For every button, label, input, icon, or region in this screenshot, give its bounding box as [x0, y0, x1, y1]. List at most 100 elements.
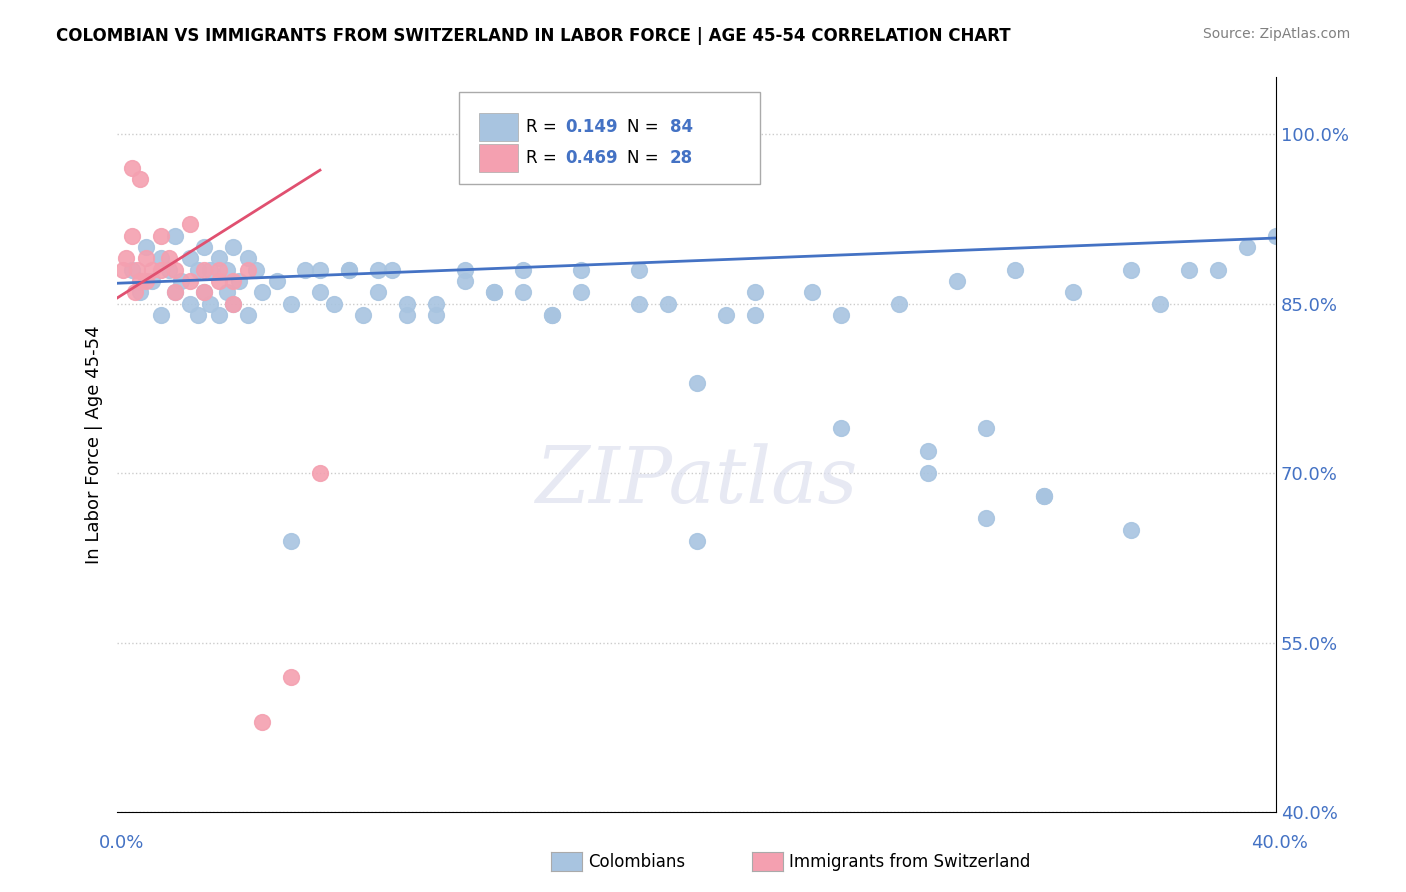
Point: [187, 262, 209, 277]
Point: [149, 252, 172, 266]
Point: [179, 252, 201, 266]
Point: [217, 285, 239, 300]
Point: [1033, 489, 1056, 503]
Point: [1206, 262, 1229, 277]
Point: [685, 376, 707, 390]
Point: [801, 285, 824, 300]
Point: [685, 534, 707, 549]
Point: [425, 296, 447, 310]
Point: [236, 308, 259, 322]
Text: N =: N =: [627, 149, 664, 168]
Point: [193, 262, 215, 277]
Point: [1265, 228, 1288, 243]
Point: [714, 308, 737, 322]
Point: [280, 296, 302, 310]
Point: [179, 274, 201, 288]
Point: [482, 285, 505, 300]
Point: [193, 240, 215, 254]
FancyBboxPatch shape: [478, 145, 519, 172]
Text: 40.0%: 40.0%: [1251, 834, 1308, 852]
Point: [149, 308, 172, 322]
Point: [198, 296, 221, 310]
Point: [207, 262, 229, 277]
Point: [309, 262, 332, 277]
Point: [744, 308, 766, 322]
Point: [207, 308, 229, 322]
Point: [889, 296, 911, 310]
Point: [1062, 285, 1084, 300]
Point: [170, 274, 193, 288]
Point: [193, 285, 215, 300]
Point: [121, 228, 143, 243]
Point: [217, 262, 239, 277]
Point: [294, 262, 316, 277]
Text: Immigrants from Switzerland: Immigrants from Switzerland: [789, 853, 1031, 871]
Point: [395, 296, 418, 310]
Point: [165, 285, 187, 300]
Point: [309, 467, 332, 481]
Point: [228, 274, 250, 288]
Point: [512, 285, 534, 300]
Point: [1119, 523, 1142, 537]
Point: [207, 274, 229, 288]
Point: [135, 252, 157, 266]
Point: [1033, 489, 1056, 503]
Point: [222, 274, 245, 288]
Point: [121, 161, 143, 175]
Point: [222, 240, 245, 254]
Point: [540, 308, 562, 322]
Text: COLOMBIAN VS IMMIGRANTS FROM SWITZERLAND IN LABOR FORCE | AGE 45-54 CORRELATION : COLOMBIAN VS IMMIGRANTS FROM SWITZERLAND…: [56, 27, 1011, 45]
Point: [149, 228, 172, 243]
Point: [395, 308, 418, 322]
Point: [165, 228, 187, 243]
Point: [830, 308, 852, 322]
Point: [830, 421, 852, 435]
Point: [157, 262, 180, 277]
Text: 0.149: 0.149: [565, 118, 619, 136]
Point: [309, 285, 332, 300]
Point: [657, 296, 679, 310]
Point: [266, 274, 288, 288]
Point: [115, 252, 138, 266]
Point: [367, 285, 389, 300]
Point: [917, 467, 939, 481]
Text: Source: ZipAtlas.com: Source: ZipAtlas.com: [1202, 27, 1350, 41]
Point: [222, 296, 245, 310]
Point: [193, 285, 215, 300]
Point: [1178, 262, 1201, 277]
Text: 28: 28: [669, 149, 693, 168]
Point: [337, 262, 360, 277]
Point: [974, 511, 997, 525]
Point: [569, 262, 592, 277]
Point: [974, 421, 997, 435]
Point: [141, 262, 163, 277]
Point: [1004, 262, 1026, 277]
Point: [425, 308, 447, 322]
Point: [165, 285, 187, 300]
Point: [250, 285, 273, 300]
Point: [454, 262, 477, 277]
Point: [381, 262, 404, 277]
Point: [157, 252, 180, 266]
Point: [135, 240, 157, 254]
Point: [454, 274, 477, 288]
Point: [1149, 296, 1171, 310]
Text: Colombians: Colombians: [588, 853, 685, 871]
Point: [280, 670, 302, 684]
Point: [179, 218, 201, 232]
FancyBboxPatch shape: [458, 92, 761, 184]
Point: [1236, 240, 1258, 254]
Text: ZIPatlas: ZIPatlas: [536, 443, 858, 520]
Point: [917, 443, 939, 458]
Point: [111, 262, 134, 277]
Point: [323, 296, 346, 310]
Text: R =: R =: [526, 118, 562, 136]
Point: [627, 262, 650, 277]
Point: [149, 262, 172, 277]
Point: [245, 262, 267, 277]
Point: [744, 285, 766, 300]
Point: [129, 172, 152, 186]
Text: N =: N =: [627, 118, 664, 136]
Point: [946, 274, 969, 288]
Point: [198, 262, 221, 277]
